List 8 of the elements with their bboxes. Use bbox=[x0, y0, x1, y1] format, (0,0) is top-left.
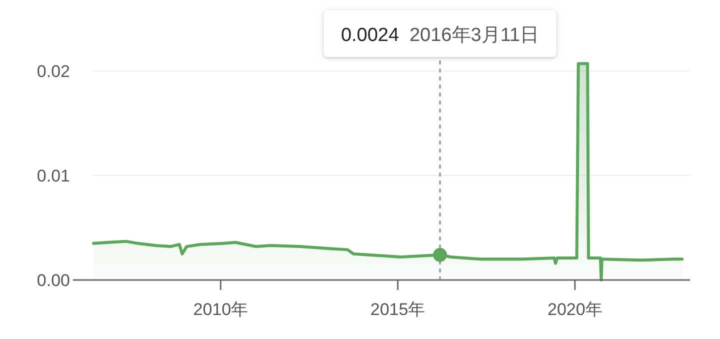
y-tick-label: 0.00 bbox=[36, 271, 70, 290]
x-tick-label: 2020年 bbox=[548, 300, 602, 319]
text: 2016年3月11日 bbox=[409, 25, 540, 46]
text: 0.0024 bbox=[340, 25, 400, 46]
x-tick-label: 2015年 bbox=[370, 300, 426, 319]
y-tick-label: 0.02 bbox=[36, 62, 70, 81]
y-tick-label: 0.01 bbox=[36, 166, 70, 186]
x-tick-label: 2010年 bbox=[193, 300, 248, 319]
